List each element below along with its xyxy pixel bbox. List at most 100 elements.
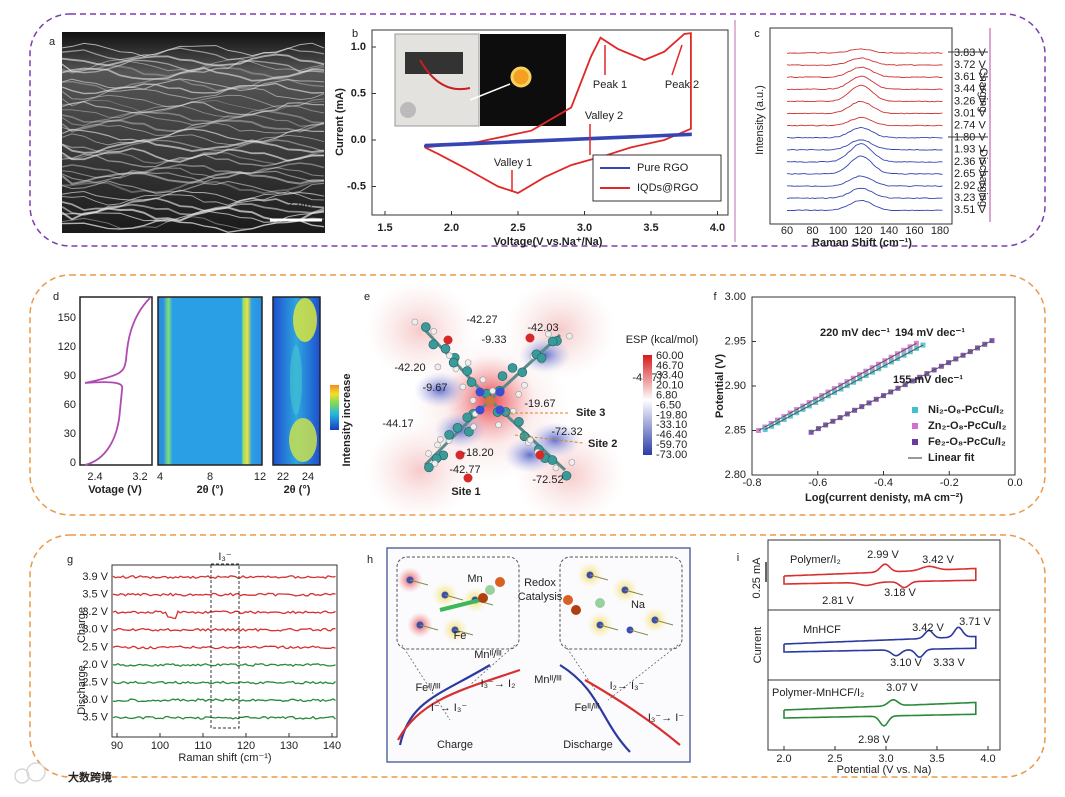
species-label: Feᴵᴵ/ᴵᴵᴵ — [574, 702, 599, 714]
zoom-line — [607, 644, 679, 701]
fit-line — [764, 344, 924, 431]
highlight-box — [210, 563, 240, 729]
panel-label: d — [53, 291, 59, 303]
raman-curve — [112, 627, 336, 632]
voltage-label: 2.0 V — [82, 659, 108, 671]
sem-texture — [61, 119, 325, 133]
raman-curve — [112, 592, 336, 597]
cv-curve — [424, 132, 692, 148]
atom — [440, 343, 451, 354]
atom — [444, 430, 454, 440]
atom — [424, 462, 434, 473]
voltage-label: 2.65 V — [954, 168, 986, 180]
esp-value: -9.33 — [481, 334, 506, 346]
atom-label: Na — [631, 599, 646, 611]
voltage-label: 2.5 V — [82, 677, 108, 689]
cv-curve — [424, 32, 692, 194]
colorbar-tick: -46.40 — [656, 429, 687, 441]
arrow — [671, 44, 683, 76]
slope-label: 155 mV dec⁻¹ — [893, 374, 963, 386]
voltage-label: 2.74 V — [954, 120, 986, 132]
axis-title: Voltage(V vs.Na⁺/Na) — [494, 236, 603, 248]
atom — [411, 318, 419, 326]
y-tick-label: -0.5 — [347, 180, 366, 192]
x-tick-label: 110 — [194, 740, 212, 752]
site-label: Site 2 — [588, 438, 617, 450]
x-tick-label: 4 — [157, 471, 163, 483]
y-tick-label: 120 — [58, 341, 76, 353]
axis-title: Potential (V) — [714, 354, 726, 419]
voltage-label: 2.36 V — [954, 156, 986, 168]
slope-label: 220 mV dec⁻¹ — [820, 327, 890, 339]
esp-value: -18.20 — [462, 447, 493, 459]
sem-texture — [61, 82, 325, 95]
atom — [459, 383, 467, 391]
voltage-curve — [84, 297, 151, 466]
atom — [566, 332, 573, 340]
x-tick-label: 140 — [323, 740, 341, 752]
colorbar-tick: 20.10 — [656, 380, 684, 392]
atom — [489, 387, 496, 395]
cv-curve — [783, 698, 977, 727]
atom — [430, 327, 438, 335]
watermark: 大数跨境 — [68, 770, 112, 784]
photo-battery — [400, 102, 416, 118]
series-label: Polymer/I₂ — [790, 554, 841, 566]
colorbar-tick: -33.10 — [656, 419, 687, 431]
reaction-label: I₃⁻→ I⁻ — [648, 712, 684, 724]
ion — [495, 577, 505, 587]
caption: Charge — [437, 739, 473, 751]
colorbar-tick: 60.00 — [656, 350, 684, 362]
sem-texture — [61, 170, 324, 185]
voltage-label: 2.92 V — [954, 180, 986, 192]
atom — [561, 470, 572, 481]
sem-texture — [61, 166, 325, 179]
sem-texture — [61, 78, 325, 92]
axis-title: 2θ (°) — [197, 484, 224, 496]
atom — [469, 397, 477, 404]
x-tick-label: 2.0 — [776, 753, 791, 765]
legend-swatch — [912, 423, 918, 429]
panel-label: g — [67, 554, 73, 566]
atom — [536, 353, 547, 363]
voltage-label: 1.93 V — [954, 144, 986, 156]
x-tick-label: 80 — [806, 225, 818, 237]
atom — [479, 376, 487, 384]
y-tick-label: 0 — [70, 457, 76, 469]
colorbar-tick: -6.50 — [656, 399, 681, 411]
x-tick-label: 100 — [829, 225, 847, 237]
x-tick-label: 22 — [277, 471, 289, 483]
series-label: MnHCF — [803, 624, 841, 636]
sem-texture — [61, 153, 325, 168]
voltage-label: 3.5 V — [82, 712, 108, 724]
legend-box — [592, 154, 722, 202]
y-tick-label: 0.5 — [351, 87, 366, 99]
atom — [446, 352, 453, 359]
raman-curve — [112, 680, 336, 685]
voltage-label: 1.80 V — [954, 132, 986, 144]
atom — [428, 339, 439, 350]
raman-curve — [112, 574, 336, 580]
sem-texture — [61, 58, 325, 73]
esp-value: -44.17 — [382, 418, 413, 430]
peak-label: 2.99 V — [867, 549, 899, 561]
voltage-label: 3.72 V — [954, 59, 986, 71]
photo-device — [405, 52, 463, 74]
x-tick-label: 1.5 — [377, 222, 392, 234]
voltage-label: 3.61 V — [954, 71, 986, 83]
x-tick-label: 24 — [302, 471, 314, 483]
x-tick-label: -0.8 — [743, 477, 762, 489]
sem-texture — [61, 216, 325, 230]
heatmap-blob — [289, 418, 317, 462]
heatmap — [157, 296, 263, 466]
heatmap-blob — [293, 298, 317, 342]
colorbar-tick: 33.40 — [656, 370, 684, 382]
ion — [595, 598, 605, 608]
species-label: Feᴵᴵ/ᴵᴵᴵ — [415, 682, 440, 694]
bond — [589, 574, 609, 581]
legend-label: Zn₂-O₈-PcCu/I₂ — [928, 420, 1007, 432]
caption: Discharge — [563, 739, 613, 751]
bond — [444, 594, 464, 601]
voltage-label: 3.51 V — [954, 204, 986, 216]
x-tick-label: 2.4 — [87, 471, 102, 483]
